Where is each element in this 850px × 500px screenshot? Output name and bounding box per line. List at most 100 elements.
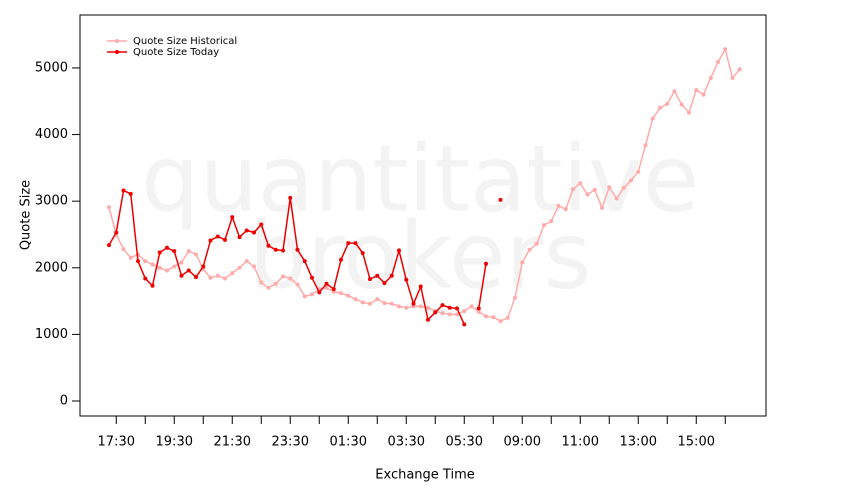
data-point [462,309,467,314]
data-point [404,277,409,282]
data-point [244,259,249,264]
data-point [194,252,198,257]
data-point [273,281,278,286]
data-point [121,247,126,252]
data-point [549,219,554,224]
data-point [143,259,148,264]
data-point [324,281,329,286]
data-point [150,283,155,288]
data-point [360,300,365,305]
data-point [157,250,162,255]
data-point [157,265,162,270]
x-tick-label: 19:30 [156,435,193,450]
x-tick-label: 09:00 [504,435,541,450]
data-point [426,317,430,322]
data-point [629,178,633,183]
x-tick-label: 03:30 [388,435,425,450]
data-point [128,191,133,196]
data-point [353,297,358,302]
data-point [636,169,641,174]
data-point [302,259,307,264]
data-point [411,301,416,306]
data-point [491,315,496,320]
y-tick-label: 4000 [35,127,68,142]
data-point [614,196,619,201]
legend-label: Quote Size Today [133,47,219,58]
data-point [346,241,351,246]
data-point [288,276,293,281]
data-point [295,247,300,252]
data-point [404,305,409,310]
data-point [266,243,271,248]
legend-marker [115,50,119,54]
y-tick-label: 5000 [35,60,68,75]
x-tick-label: 13:00 [620,435,657,450]
data-point [389,301,394,306]
data-point [578,181,583,186]
data-point [208,238,213,243]
data-point [658,105,662,110]
x-tick-label: 21:30 [214,435,251,450]
data-point [353,241,358,246]
data-point [107,205,111,210]
data-point [339,291,343,296]
data-point [592,187,597,192]
x-tick-label: 23:30 [272,435,309,450]
data-point [143,276,148,281]
data-point [418,304,423,309]
data-point [484,261,488,266]
legend-label: Quote Size Historical [133,36,237,47]
data-point [259,222,264,227]
data-point [281,248,285,253]
data-point [310,275,314,280]
data-point [310,292,314,297]
x-tick-label: 17:30 [98,435,135,450]
data-point [650,116,655,121]
data-point [498,319,503,324]
data-point [186,268,191,273]
data-point [520,260,525,265]
data-point [426,305,430,310]
watermark: brokers [249,202,592,309]
data-point [571,187,575,192]
data-point [194,275,198,280]
data-point [534,241,539,246]
watermark: quantitative [141,125,699,232]
data-point [114,230,119,235]
data-point [672,89,677,94]
data-point [223,237,227,242]
data-point [288,195,293,200]
data-point [455,306,459,311]
data-point [339,257,343,262]
data-point [679,102,684,107]
x-axis-label: Exchange Time [375,468,474,483]
x-tick-label: 11:00 [562,435,599,450]
data-point [687,110,691,115]
data-point [382,301,387,306]
data-point [244,228,249,233]
y-tick-label: 0 [60,394,68,409]
y-tick-label: 3000 [35,194,68,209]
data-point [716,59,720,64]
x-tick-label: 15:00 [678,435,715,450]
data-point [360,251,365,256]
data-point [223,276,227,281]
data-point [505,315,510,320]
data-point [331,287,336,292]
data-point [317,287,322,292]
data-point [542,223,546,228]
data-point [201,264,206,269]
data-point [375,297,380,302]
data-point [368,301,372,306]
data-point [476,309,481,314]
data-point [128,255,133,260]
data-point [455,312,459,317]
data-point [230,215,235,220]
data-point [665,101,670,106]
data-point [513,295,517,300]
data-point [527,247,532,252]
data-point [607,185,612,190]
plot-frame [79,14,767,417]
data-point [107,243,111,248]
data-point [382,281,387,286]
